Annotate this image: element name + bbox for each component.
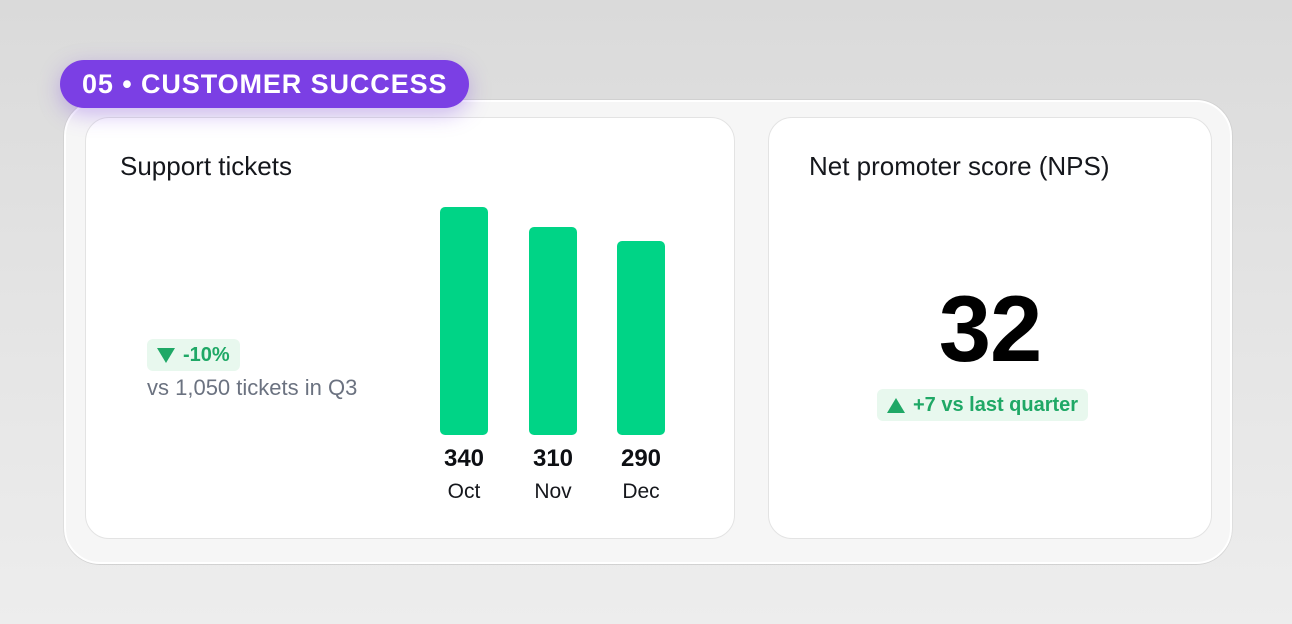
tickets-delta-badge: -10% [147, 339, 240, 371]
bar-value-dec: 290 [620, 445, 662, 472]
bar-label-nov: Nov [534, 480, 572, 503]
support-tickets-bar-chart: 340 Oct 310 Nov 290 Dec [86, 118, 734, 538]
bar-oct [440, 207, 488, 435]
support-tickets-card: Support tickets -10% vs 1,050 tickets in… [85, 117, 735, 539]
nps-title: Net promoter score (NPS) [809, 151, 1110, 181]
triangle-up-icon [887, 397, 905, 413]
nps-value: 32 [938, 276, 1043, 381]
bar-value-nov: 310 [532, 445, 574, 472]
bar-label-oct: Oct [447, 480, 481, 503]
triangle-down-icon [157, 347, 175, 363]
bar-value-oct: 340 [443, 445, 485, 472]
bar-dec [617, 241, 665, 435]
nps-delta-label: +7 vs last quarter [913, 393, 1079, 416]
tickets-delta-label: -10% [183, 343, 230, 366]
section-badge: 05 • CUSTOMER SUCCESS [60, 60, 470, 108]
nps-card: Net promoter score (NPS) 32 +7 vs last q… [768, 117, 1212, 539]
tickets-comparison-text: vs 1,050 tickets in Q3 [147, 375, 358, 400]
support-tickets-title: Support tickets [120, 151, 292, 181]
nps-delta-badge: +7 vs last quarter [877, 389, 1089, 421]
bar-nov [529, 227, 577, 435]
bar-label-dec: Dec [622, 480, 660, 503]
